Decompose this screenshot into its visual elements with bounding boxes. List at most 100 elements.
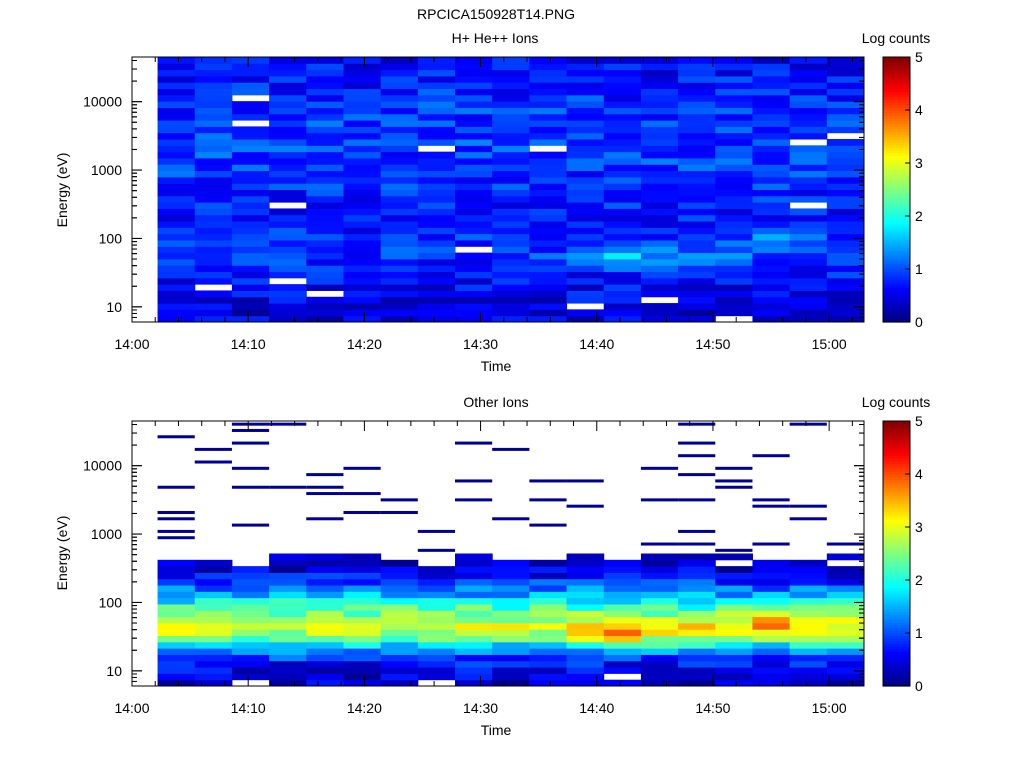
- heatmap-cell: [492, 214, 530, 222]
- heatmap-cell: [529, 578, 568, 586]
- heatmap-cell: [529, 271, 568, 279]
- heatmap-cell: [343, 635, 382, 643]
- heatmap-cell: [715, 258, 753, 266]
- heatmap-cell: [678, 271, 716, 279]
- heatmap-cell: [603, 113, 642, 121]
- heatmap-cell: [194, 195, 233, 203]
- heatmap-cell: [306, 572, 344, 580]
- heatmap-cell: [157, 195, 196, 203]
- heatmap-cell: [789, 622, 828, 630]
- heatmap-cell: [715, 277, 753, 285]
- heatmap-cell: [306, 69, 344, 77]
- colorbar-segment: [883, 638, 910, 642]
- heatmap-cell: [343, 202, 382, 209]
- heatmap-cell: [343, 591, 382, 599]
- heatmap-cell: [194, 258, 233, 266]
- heatmap-cell: [157, 246, 196, 254]
- heatmap-cell: [752, 101, 791, 108]
- heatmap-cell: [455, 629, 493, 637]
- heatmap-cell: [752, 585, 791, 592]
- heatmap-cell: [715, 145, 753, 153]
- heatmap-cell: [157, 107, 196, 115]
- heatmap-cell: [826, 75, 865, 83]
- heatmap-cell: [231, 277, 270, 285]
- heatmap-cell: [269, 559, 307, 567]
- heatmap-cell: [157, 75, 196, 83]
- heatmap-cell: [715, 548, 753, 552]
- heatmap-cell: [640, 202, 679, 209]
- heatmap-cell: [715, 63, 753, 71]
- heatmap-cell: [752, 667, 791, 674]
- colorbar-segment: [883, 428, 910, 433]
- heatmap-cell: [417, 654, 456, 662]
- colorbar-segment: [883, 239, 910, 244]
- heatmap-cell: [678, 113, 716, 121]
- heatmap-cell: [231, 63, 270, 71]
- colorbar-segment: [883, 667, 910, 671]
- heatmap-cell: [157, 258, 196, 266]
- colorbar-segment: [883, 556, 910, 560]
- heatmap-cell: [231, 258, 270, 266]
- colorbar-segment: [883, 537, 910, 541]
- heatmap-cell: [715, 75, 753, 83]
- heatmap-cell: [157, 208, 196, 216]
- heatmap-cell: [678, 126, 716, 134]
- heatmap-cell: [603, 94, 642, 102]
- heatmap-cell: [826, 635, 865, 643]
- colorbar-segment: [883, 627, 910, 631]
- heatmap-cell: [194, 277, 233, 285]
- heatmap-cell: [157, 616, 196, 624]
- heatmap-cell: [640, 221, 679, 228]
- heatmap-cell: [380, 151, 419, 159]
- colorbar-segment: [883, 574, 910, 578]
- heatmap-cell: [826, 258, 865, 266]
- colorbar-segment: [883, 540, 910, 544]
- heatmap-cell: [417, 151, 456, 159]
- heatmap-cell: [343, 271, 382, 279]
- heatmap-cell: [566, 603, 605, 611]
- heatmap-cell: [678, 170, 716, 178]
- heatmap-cell: [417, 641, 456, 649]
- heatmap-cell: [455, 578, 493, 586]
- colorbar-segment: [883, 99, 910, 103]
- colorbar-segment: [883, 282, 910, 286]
- heatmap-cell: [231, 183, 270, 190]
- heatmap-cell: [826, 271, 865, 279]
- heatmap-cell: [640, 170, 679, 178]
- heatmap-cell: [603, 290, 642, 298]
- heatmap-cell: [566, 202, 605, 209]
- heatmap-cell: [194, 641, 233, 649]
- heatmap-cell: [826, 233, 865, 241]
- heatmap-cell: [566, 258, 605, 266]
- heatmap-cell: [343, 265, 382, 273]
- heatmap-cell: [566, 164, 605, 172]
- heatmap-cell: [455, 315, 493, 323]
- heatmap-cell: [603, 82, 642, 90]
- heatmap-cell: [826, 164, 865, 172]
- heatmap-cell: [269, 164, 307, 172]
- heatmap-cell: [231, 221, 270, 228]
- y-axis-label: Energy (eV): [54, 153, 70, 228]
- heatmap-cell: [715, 284, 753, 291]
- heatmap-cell: [343, 660, 382, 668]
- colorbar-segment: [883, 495, 910, 499]
- heatmap-cell: [640, 176, 679, 184]
- heatmap-cell: [566, 145, 605, 153]
- heatmap-cell: [343, 189, 382, 197]
- heatmap-cell: [417, 208, 456, 216]
- heatmap-cell: [752, 113, 791, 121]
- heatmap-cell: [417, 635, 456, 643]
- colorbar-segment: [883, 123, 910, 127]
- heatmap-cell: [752, 176, 791, 184]
- heatmap-cell: [455, 309, 493, 317]
- heatmap-cell: [417, 107, 456, 115]
- heatmap-cell: [678, 641, 716, 649]
- heatmap-cell: [826, 183, 865, 190]
- heatmap-cell: [492, 648, 530, 655]
- heatmap-cell: [492, 170, 530, 178]
- colorbar-segment: [883, 78, 910, 82]
- heatmap-cell: [269, 610, 307, 618]
- heatmap-cell: [269, 113, 307, 121]
- colorbar-segment: [883, 542, 910, 547]
- colorbar-segment: [883, 221, 910, 225]
